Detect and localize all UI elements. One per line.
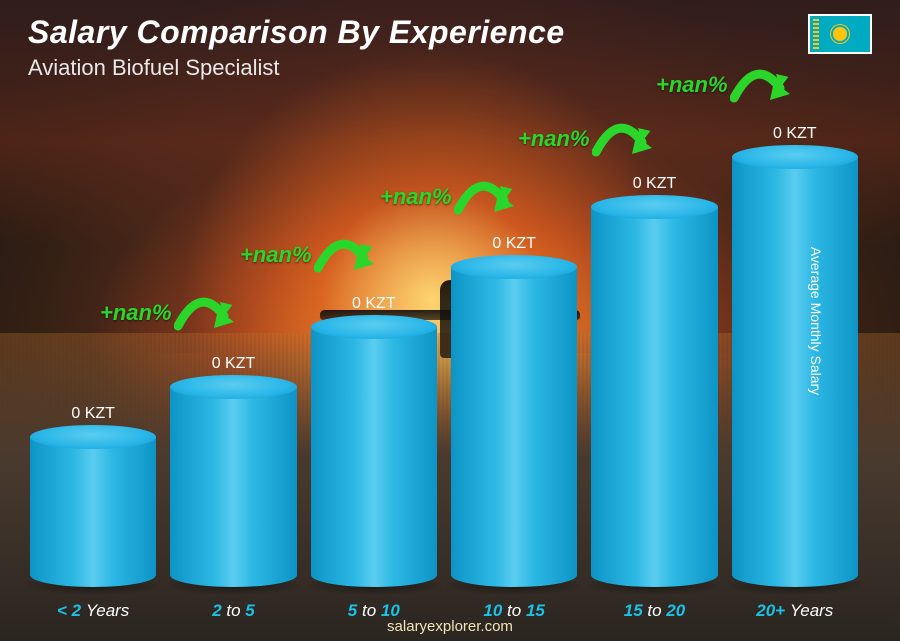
bar-body bbox=[451, 267, 577, 587]
bar-body bbox=[591, 207, 717, 587]
bar-value-label: 0 KZT bbox=[492, 235, 536, 253]
title-block: Salary Comparison By Experience Aviation… bbox=[28, 14, 565, 81]
footer-attribution: salaryexplorer.com bbox=[0, 618, 900, 635]
bar-value-label: 0 KZT bbox=[352, 295, 396, 313]
country-flag-icon bbox=[808, 14, 872, 54]
y-axis-label: Average Monthly Salary bbox=[808, 246, 824, 394]
bar-4: 0 KZT15 to 20 bbox=[591, 175, 717, 587]
bar-body bbox=[30, 437, 156, 587]
bar-2: 0 KZT5 to 10 bbox=[311, 295, 437, 587]
chart-subtitle: Aviation Biofuel Specialist bbox=[28, 55, 565, 81]
bar-body bbox=[732, 157, 858, 587]
bar-chart: 0 KZT< 2 Years0 KZT2 to 50 KZT5 to 100 K… bbox=[30, 87, 858, 587]
bar-3: 0 KZT10 to 15 bbox=[451, 235, 577, 587]
bar-0: 0 KZT< 2 Years bbox=[30, 405, 156, 587]
bar-value-label: 0 KZT bbox=[633, 175, 677, 193]
bar-1: 0 KZT2 to 5 bbox=[170, 355, 296, 587]
bar-body bbox=[311, 327, 437, 587]
bar-value-label: 0 KZT bbox=[71, 405, 115, 423]
bar-value-label: 0 KZT bbox=[773, 125, 817, 143]
bar-body bbox=[170, 387, 296, 587]
chart-title: Salary Comparison By Experience bbox=[28, 14, 565, 51]
bar-5: 0 KZT20+ Years bbox=[732, 125, 858, 587]
header: Salary Comparison By Experience Aviation… bbox=[28, 14, 872, 81]
bar-value-label: 0 KZT bbox=[212, 355, 256, 373]
